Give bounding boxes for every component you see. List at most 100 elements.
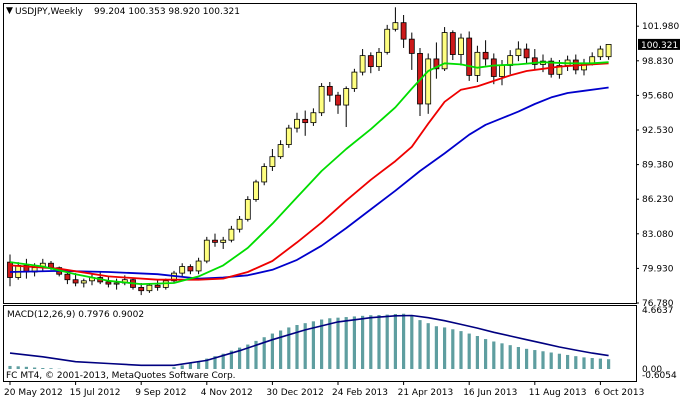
y-tick-label: 86.230: [642, 195, 674, 205]
macd-histogram-bar: [393, 314, 397, 369]
candle-body: [384, 28, 391, 53]
macd-y-tick-label: -0.6054: [642, 371, 677, 381]
macd-histogram-bar: [525, 348, 529, 369]
macd-histogram-bar: [205, 358, 209, 369]
copyright-text: FC MT4, © 2001-2013, MetaQuotes Software…: [6, 371, 236, 381]
macd-histogram-bar: [475, 336, 479, 369]
macd-y-tick-label: 4.6637: [642, 306, 674, 316]
candle-body: [326, 85, 333, 96]
macd-histogram-bar: [459, 331, 463, 369]
macd-histogram-bar: [16, 366, 20, 369]
macd-histogram-bar: [24, 366, 28, 369]
x-tick-label: 20 May 2012: [4, 388, 63, 398]
candle-body: [72, 279, 79, 284]
candle-body: [105, 281, 112, 285]
candle-body: [343, 88, 350, 106]
candle-body: [261, 166, 268, 183]
macd-histogram-bar: [303, 323, 307, 369]
y-tick-label: 98.830: [642, 57, 674, 67]
macd-histogram-bar: [180, 365, 184, 369]
candles-layer: [7, 7, 612, 296]
macd-y-axis: 4.6637 0.00-0.6054: [642, 306, 677, 381]
macd-histogram-bar: [607, 359, 611, 369]
macd-histogram-bar: [590, 358, 594, 369]
candle-body: [597, 48, 604, 58]
macd-histogram-bar: [508, 345, 512, 369]
candle-body: [64, 273, 71, 281]
candle-body: [310, 112, 317, 124]
candle-body: [253, 181, 259, 200]
ma-slow-line: [9, 86, 609, 280]
macd-histogram-bar: [434, 326, 438, 369]
macd-histogram-bar: [41, 368, 45, 369]
current-price-tag: 100.321: [638, 38, 680, 51]
macd-histogram-bar: [311, 321, 315, 369]
macd-histogram-bar: [516, 347, 520, 369]
candle-body: [376, 51, 382, 68]
candle-body: [228, 228, 235, 241]
ohlc-header: 99.204 100.353 98.920 100.321: [94, 7, 240, 17]
macd-histogram-bar: [344, 317, 348, 369]
chart-header-icon: ▼: [6, 6, 13, 16]
macd-header: MACD(12,26,9) 0.7976 0.9002: [7, 310, 144, 320]
candle-body: [212, 239, 218, 243]
macd-histogram-bar: [254, 340, 258, 369]
x-tick-label: 11 Aug 2013: [529, 388, 587, 398]
ma-fast-line: [9, 61, 609, 286]
candle-body: [531, 57, 538, 65]
macd-histogram-bar: [320, 319, 324, 369]
x-tick-label: 21 Apr 2013: [398, 388, 454, 398]
macd-histogram-bar: [566, 354, 570, 369]
candle-body: [359, 55, 366, 73]
time-x-axis: 20 May 2012 15 Jul 2012 9 Sep 2012 4 Nov 20…: [4, 381, 644, 398]
macd-histogram-bar: [270, 333, 274, 369]
macd-histogram-bar: [238, 347, 242, 369]
candle-body: [433, 58, 440, 70]
macd-histogram-bar: [402, 313, 406, 369]
x-tick-label: 30 Dec 2012: [266, 388, 324, 398]
macd-histogram-layer: [8, 313, 611, 369]
macd-histogram-bar: [262, 337, 266, 369]
macd-histogram-bar: [188, 363, 192, 369]
macd-histogram-bar: [352, 316, 356, 369]
candle-body: [490, 58, 497, 77]
candle-body: [138, 287, 145, 292]
macd-histogram-bar: [549, 352, 553, 369]
candle-body: [80, 280, 87, 284]
candle-body: [499, 65, 505, 77]
macd-histogram-bar: [49, 368, 53, 369]
candle-body: [482, 51, 489, 60]
x-tick-label: 15 Jul 2012: [70, 388, 121, 398]
macd-histogram-bar: [295, 325, 299, 369]
candle-body: [269, 156, 276, 167]
price-y-axis: 101.980 98.830 95.680 92.530 89.380 86.230 83.…: [636, 22, 679, 309]
candle-body: [154, 284, 161, 288]
macd-histogram-bar: [197, 361, 201, 369]
y-tick-label: 83.080: [642, 230, 674, 240]
macd-histogram-bar: [8, 365, 12, 369]
macd-histogram-bar: [328, 318, 332, 369]
candle-body: [400, 22, 407, 40]
candle-body: [515, 48, 522, 57]
macd-histogram-bar: [492, 341, 496, 369]
candle-body: [449, 32, 456, 55]
x-tick-label: 24 Feb 2013: [332, 388, 388, 398]
x-tick-label: 16 Jun 2013: [463, 388, 517, 398]
macd-histogram-bar: [574, 356, 578, 369]
y-tick-label: 101.980: [642, 22, 679, 32]
candle-body: [351, 71, 358, 89]
macd-histogram-bar: [33, 367, 37, 369]
y-tick-label: 76.780: [642, 299, 674, 309]
macd-histogram-bar: [557, 353, 561, 369]
macd-histogram-bar: [582, 357, 586, 369]
candle-body: [294, 118, 300, 129]
current-price-label: 100.321: [641, 41, 678, 51]
candle-body: [277, 144, 284, 158]
candle-body: [203, 239, 210, 262]
candle-body: [474, 51, 481, 76]
candle-body: [285, 127, 292, 146]
macd-histogram-bar: [500, 343, 504, 369]
candle-body: [318, 85, 325, 114]
moving-averages-layer: [9, 61, 609, 286]
